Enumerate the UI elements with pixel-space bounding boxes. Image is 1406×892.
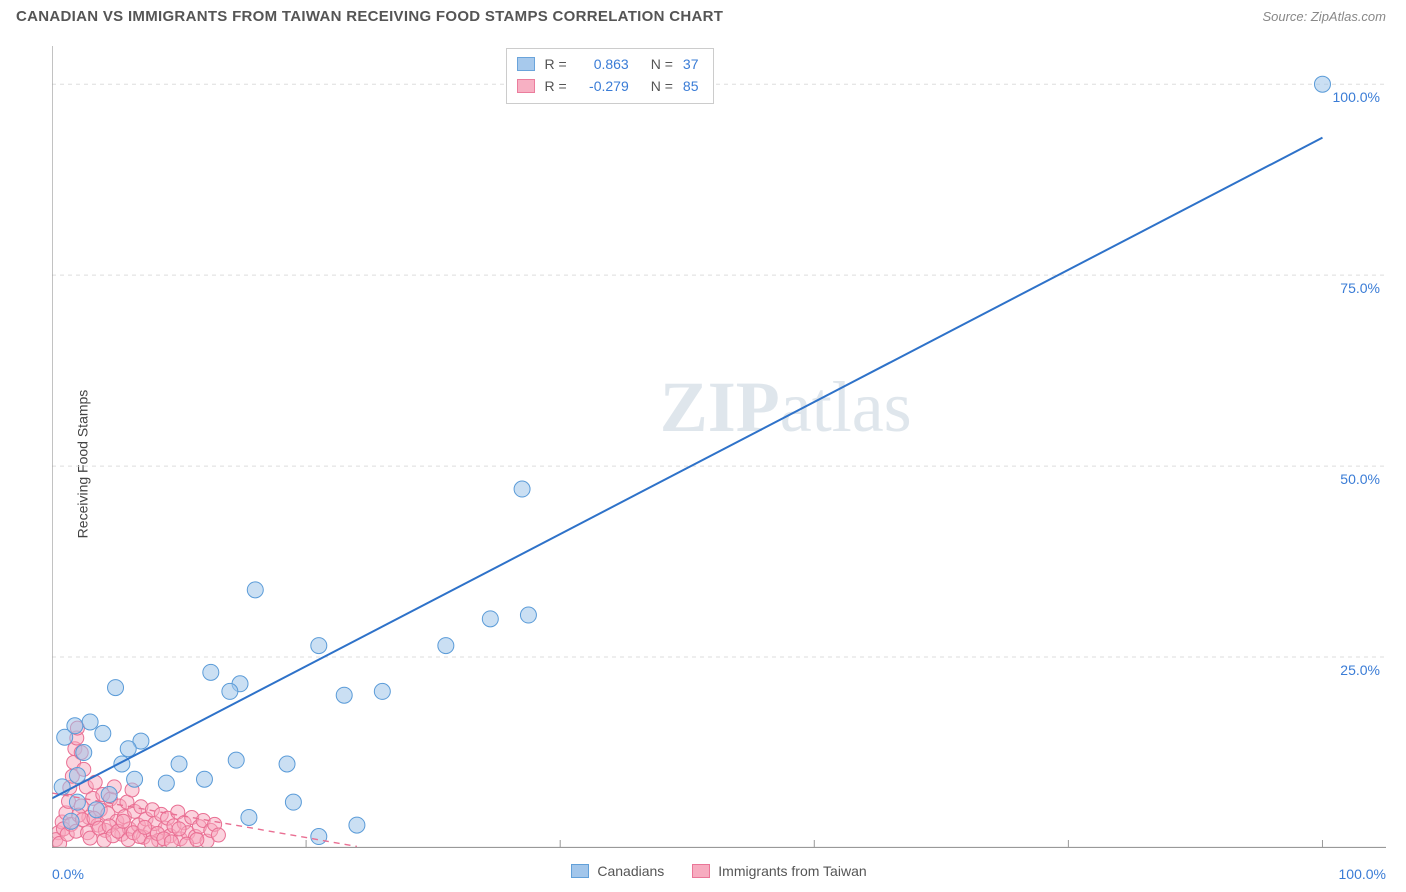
stats-box: R =0.863N =37R =-0.279N =85	[506, 48, 714, 104]
series-blue	[54, 76, 1330, 844]
legend-label: Canadians	[597, 863, 664, 879]
legend-item: Canadians	[571, 863, 664, 879]
stats-row: R =-0.279N =85	[517, 75, 699, 97]
header: CANADIAN VS IMMIGRANTS FROM TAIWAN RECEI…	[0, 0, 1406, 29]
y-tick-label: 25.0%	[1340, 662, 1380, 678]
source-label: Source: ZipAtlas.com	[1262, 9, 1386, 24]
watermark: ZIPatlas	[660, 367, 912, 447]
legend-label: Immigrants from Taiwan	[718, 863, 866, 879]
legend-item: Immigrants from Taiwan	[692, 863, 866, 879]
y-tick-label: 100.0%	[1333, 89, 1380, 105]
y-tick-label: 75.0%	[1340, 280, 1380, 296]
chart-area: Receiving Food Stamps 25.0%50.0%75.0%100…	[0, 36, 1406, 892]
legend-swatch-icon	[517, 79, 535, 93]
chart-svg: 25.0% 50.0% 75.0% 100.0% ZIPatlas	[52, 46, 1386, 848]
legend-swatch-icon	[692, 864, 710, 878]
trendline-blue	[52, 138, 1322, 799]
legend-swatch-icon	[571, 864, 589, 878]
y-tick-label: 50.0%	[1340, 471, 1380, 487]
legend-swatch-icon	[517, 57, 535, 71]
legend-bottom: Canadians Immigrants from Taiwan	[52, 856, 1386, 886]
chart-title: CANADIAN VS IMMIGRANTS FROM TAIWAN RECEI…	[16, 8, 723, 25]
plot-region: 25.0% 50.0% 75.0% 100.0% ZIPatlas R =0.863N =…	[52, 46, 1386, 848]
stats-row: R =0.863N =37	[517, 53, 699, 75]
